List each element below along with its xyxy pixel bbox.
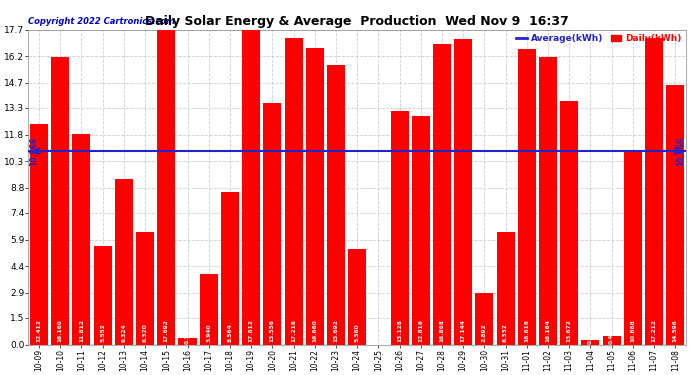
Text: 16.164: 16.164 (546, 319, 551, 342)
Bar (391, 111, 408, 345)
Text: 2.892: 2.892 (482, 323, 487, 342)
Bar (475, 293, 493, 345)
Text: 12.412: 12.412 (37, 319, 41, 342)
Text: 17.216: 17.216 (291, 319, 296, 342)
Text: 10.866: 10.866 (676, 136, 684, 166)
Bar (284, 38, 302, 345)
Text: 13.556: 13.556 (270, 319, 275, 342)
Text: Copyright 2022 Cartronics.com: Copyright 2022 Cartronics.com (28, 17, 175, 26)
Text: 5.360: 5.360 (355, 323, 359, 342)
Bar (412, 117, 430, 345)
Text: 8.564: 8.564 (228, 323, 233, 342)
Text: 14.596: 14.596 (673, 319, 678, 342)
Text: 17.212: 17.212 (651, 319, 656, 342)
Bar (264, 104, 282, 345)
Text: 5.552: 5.552 (100, 323, 105, 342)
Text: 0.388: 0.388 (185, 325, 190, 344)
Bar (115, 178, 133, 345)
Bar (582, 340, 600, 345)
Text: 3.940: 3.940 (206, 323, 211, 342)
Bar (94, 246, 112, 345)
Text: 10.868: 10.868 (631, 319, 635, 342)
Text: 17.144: 17.144 (461, 319, 466, 342)
Text: 16.616: 16.616 (524, 319, 529, 342)
Bar (624, 151, 642, 345)
Title: Daily Solar Energy & Average  Production  Wed Nov 9  16:37: Daily Solar Energy & Average Production … (146, 15, 569, 28)
Bar (539, 57, 557, 345)
Bar (30, 124, 48, 345)
Text: 6.332: 6.332 (503, 323, 508, 342)
Text: 6.320: 6.320 (143, 323, 148, 342)
Bar (348, 249, 366, 345)
Bar (327, 65, 345, 345)
Bar (221, 192, 239, 345)
Text: 12.816: 12.816 (418, 319, 423, 342)
Bar (306, 48, 324, 345)
Text: 13.672: 13.672 (566, 319, 572, 342)
Bar (199, 274, 218, 345)
Bar (602, 336, 620, 345)
Text: 11.812: 11.812 (79, 319, 84, 342)
Text: 15.692: 15.692 (333, 319, 338, 342)
Text: 17.812: 17.812 (248, 319, 254, 342)
Text: 16.868: 16.868 (440, 319, 444, 342)
Bar (497, 232, 515, 345)
Text: 16.660: 16.660 (313, 319, 317, 342)
Legend: Average(kWh), Daily(kWh): Average(kWh), Daily(kWh) (516, 34, 681, 43)
Bar (51, 57, 69, 345)
Bar (560, 101, 578, 345)
Text: 17.692: 17.692 (164, 319, 169, 342)
Text: 9.324: 9.324 (121, 323, 126, 342)
Text: 13.128: 13.128 (397, 319, 402, 342)
Bar (136, 232, 154, 345)
Bar (179, 338, 197, 345)
Text: 0.248: 0.248 (588, 325, 593, 344)
Bar (454, 39, 472, 345)
Text: 16.160: 16.160 (58, 319, 63, 342)
Bar (72, 134, 90, 345)
Text: 10.866: 10.866 (30, 136, 39, 166)
Bar (518, 49, 536, 345)
Bar (645, 38, 663, 345)
Bar (157, 30, 175, 345)
Bar (242, 28, 260, 345)
Text: 0.492: 0.492 (609, 325, 614, 344)
Bar (667, 85, 684, 345)
Bar (433, 44, 451, 345)
